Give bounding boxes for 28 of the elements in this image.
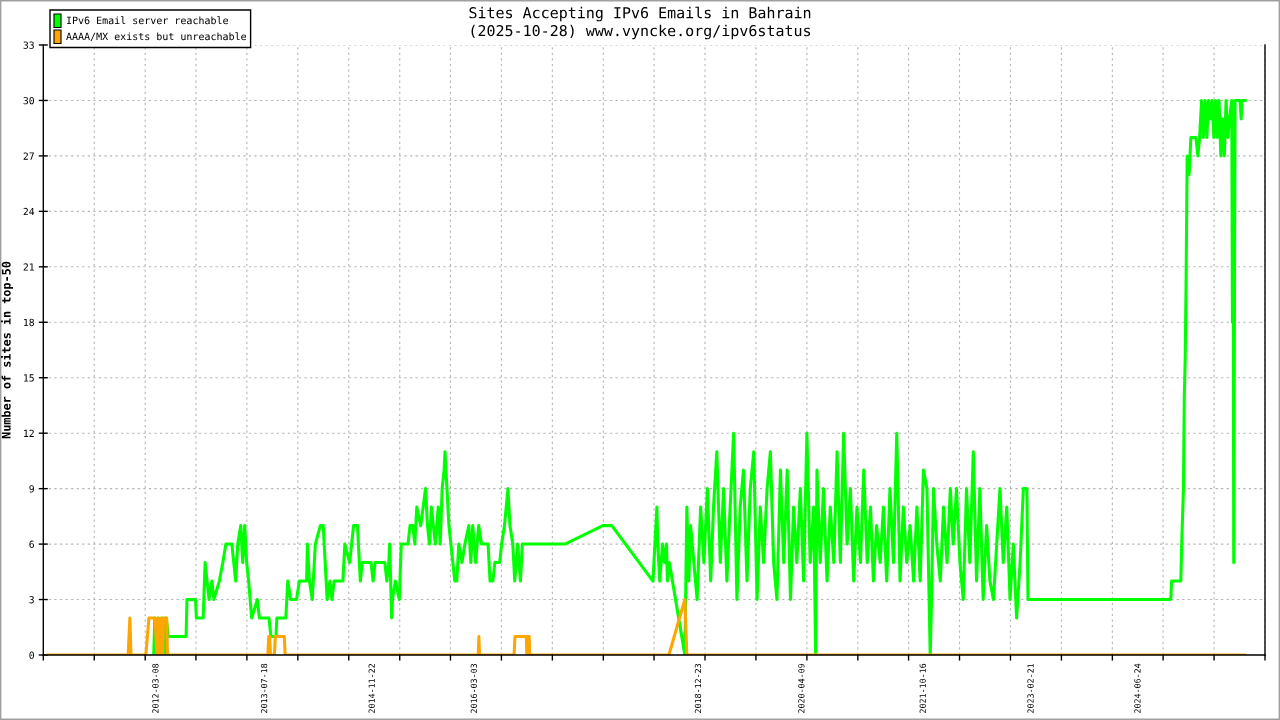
y-tick-label: 18	[24, 318, 34, 327]
chart-subtitle: (2025-10-28) www.vyncke.org/ipv6status	[471, 24, 811, 40]
x-tick-label: 2014-11-22	[368, 664, 375, 713]
y-tick-label: 27	[23, 152, 34, 160]
legend-label: AAAA/MX exists but unreachable	[66, 32, 247, 41]
x-tick-label: 2023-02-21	[1027, 663, 1034, 713]
x-tick-label: 2018-12-23	[694, 663, 702, 713]
y-tick-label: 33	[23, 41, 34, 49]
y-tick-label: 9	[29, 485, 34, 493]
x-tick-label: 2020-04-09	[798, 663, 805, 713]
x-tick-label: 2021-10-16	[919, 663, 926, 713]
line-series	[152, 98, 1248, 655]
line-series	[45, 598, 1248, 655]
y-tick-label: 21	[23, 263, 34, 271]
legend-label: IPv6 Email server reachable	[66, 16, 228, 25]
y-tick-label: 0	[29, 651, 34, 659]
y-tick-label: 15	[24, 374, 34, 382]
y-tick-label: 6	[29, 540, 34, 548]
y-tick-label: 24	[23, 207, 35, 216]
x-tick-label: 2016-03-03	[470, 663, 477, 713]
x-tick-label: 2024-06-24	[1134, 663, 1141, 713]
y-axis-title: Number of sites in top-50	[0, 261, 13, 439]
x-tick-label: 2012-03-08	[152, 663, 159, 713]
x-tick-label: 2013-07-18	[260, 663, 268, 713]
y-tick-label: 12	[24, 429, 34, 437]
y-tick-label: 30	[23, 96, 34, 105]
chart-title: Sites Accepting IPv6 Emails in Bahrain	[469, 6, 811, 22]
y-tick-label: 3	[29, 596, 34, 604]
